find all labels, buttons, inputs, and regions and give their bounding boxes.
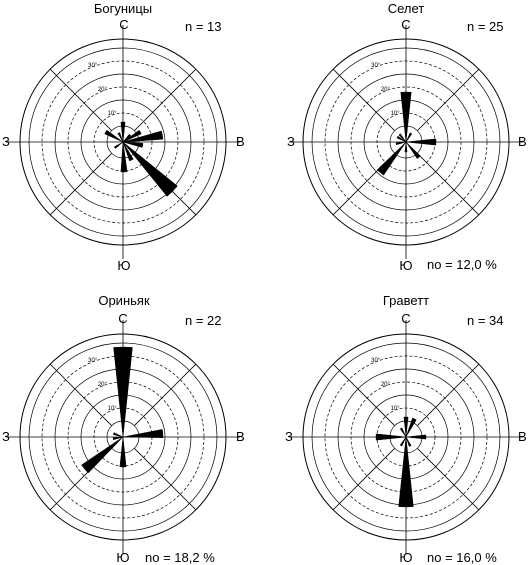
grid-spoke bbox=[332, 448, 395, 511]
rose-petal bbox=[112, 436, 124, 441]
rose-petal bbox=[398, 436, 414, 508]
direction-north-label: С bbox=[119, 17, 128, 32]
rose-petal bbox=[122, 130, 164, 143]
rose-petal bbox=[120, 121, 126, 143]
sample-count: n = 13 bbox=[185, 19, 222, 34]
ring-value-label: 30° bbox=[88, 358, 98, 364]
direction-south-label: Ю bbox=[399, 258, 412, 273]
ring-value-label: 20° bbox=[381, 87, 391, 93]
direction-north-label: С bbox=[118, 311, 127, 326]
rose-panel-selet: 10° 20° 30° Селет n = 25 no = 12,0 % С В Ю… bbox=[287, 1, 527, 273]
direction-east-label: В bbox=[236, 134, 245, 149]
grid-spoke bbox=[134, 68, 197, 131]
direction-south-label: Ю bbox=[399, 550, 412, 565]
rose-petal bbox=[405, 417, 417, 438]
ring-value-label: 10° bbox=[108, 111, 118, 117]
ring-value-label: 30° bbox=[371, 358, 381, 364]
grid-spoke bbox=[49, 363, 112, 426]
grid-spoke bbox=[417, 153, 480, 216]
grid-spoke bbox=[49, 68, 112, 131]
rose-petal bbox=[113, 346, 133, 438]
rose-petal bbox=[117, 132, 124, 143]
sample-count: n = 22 bbox=[185, 313, 222, 328]
panel-title: Богуницы bbox=[94, 1, 152, 16]
direction-east-label: В bbox=[236, 429, 245, 444]
rose-petal bbox=[396, 135, 407, 143]
sample-count: n = 25 bbox=[467, 19, 504, 34]
panel-title: Ориньяк bbox=[98, 293, 150, 308]
rose-petal bbox=[122, 141, 178, 197]
grid-spoke bbox=[417, 363, 480, 426]
rose-petal bbox=[405, 141, 421, 159]
direction-north-label: С bbox=[401, 311, 410, 326]
rose-petal bbox=[376, 141, 407, 176]
grid-spoke bbox=[417, 68, 480, 131]
grid-spoke bbox=[134, 448, 197, 511]
panel-title: Селет bbox=[388, 1, 425, 16]
rose-petal bbox=[398, 133, 407, 143]
rose-petal bbox=[399, 436, 407, 447]
direction-south-label: Ю bbox=[116, 550, 129, 565]
rose-petal bbox=[122, 133, 132, 143]
rose-petal bbox=[113, 141, 124, 149]
sample-count: n = 34 bbox=[467, 313, 504, 328]
rose-petal bbox=[399, 427, 407, 438]
no-orientation-share: no = 12,0 % bbox=[427, 257, 497, 272]
no-orientation-share: no = 18,2 % bbox=[145, 550, 215, 565]
ring-value-label: 30° bbox=[88, 63, 98, 69]
grid-spoke bbox=[417, 448, 480, 511]
rose-petal bbox=[119, 436, 127, 468]
rose-petal bbox=[403, 416, 409, 438]
grid-spoke bbox=[49, 153, 112, 216]
rose-petal bbox=[122, 141, 144, 148]
ring-value-label: 10° bbox=[391, 406, 401, 412]
direction-east-label: В bbox=[518, 429, 527, 444]
ring-value-label: 10° bbox=[391, 111, 401, 117]
rose-panel-bogunitsy: 10° 20° 30° Богуницы n = 13 С В Ю З bbox=[2, 1, 245, 273]
ring-value-label: 20° bbox=[381, 382, 391, 388]
direction-west-label: З bbox=[287, 134, 295, 149]
direction-west-label: З bbox=[2, 134, 10, 149]
rose-petal bbox=[120, 141, 128, 173]
direction-south-label: Ю bbox=[117, 258, 130, 273]
direction-west-label: З bbox=[285, 429, 293, 444]
rose-petal bbox=[122, 141, 134, 162]
rose-petal bbox=[395, 141, 407, 146]
ring-value-label: 20° bbox=[98, 382, 108, 388]
rose-petal bbox=[122, 129, 142, 143]
rose-petal bbox=[112, 432, 124, 438]
rose-panel-gravett: 10° 20° 30° Граветт n = 34 no = 16,0 % С В… bbox=[285, 293, 527, 565]
rose-petal bbox=[104, 129, 124, 143]
direction-west-label: З bbox=[2, 429, 10, 444]
rose-petal bbox=[405, 434, 427, 440]
rose-petal bbox=[122, 429, 164, 438]
direction-north-label: С bbox=[401, 17, 410, 32]
rose-petal bbox=[400, 91, 412, 143]
rose-petal bbox=[405, 138, 437, 146]
ring-value-label: 30° bbox=[371, 63, 381, 69]
rose-petal bbox=[405, 436, 412, 447]
rose-petal bbox=[81, 436, 124, 474]
grid-spoke bbox=[332, 363, 395, 426]
ring-value-label: 20° bbox=[98, 87, 108, 93]
rose-petal bbox=[375, 433, 407, 441]
panel-title: Граветт bbox=[383, 293, 429, 308]
rose-panel-orinyak: 10° 20° 30° Ориньяк n = 22 no = 18,2 % С В… bbox=[2, 293, 245, 565]
no-orientation-share: no = 16,0 % bbox=[427, 550, 497, 565]
direction-east-label: В bbox=[518, 134, 527, 149]
rose-petal bbox=[405, 132, 413, 143]
ring-value-label: 10° bbox=[108, 406, 118, 412]
rose-petal bbox=[404, 141, 408, 153]
grid-spoke bbox=[332, 68, 395, 131]
grid-spoke bbox=[134, 363, 197, 426]
